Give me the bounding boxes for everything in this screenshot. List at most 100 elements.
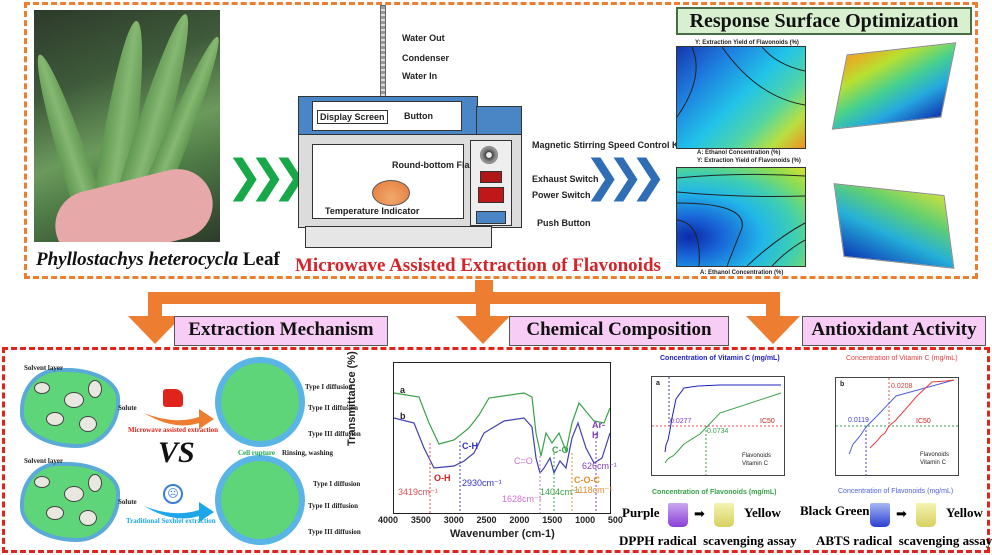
stirring-knob-icon[interactable] [480, 146, 498, 164]
dpph-from-color: Purple [622, 505, 660, 520]
xtick: 3000 [443, 515, 464, 525]
xtick: 2000 [509, 515, 530, 525]
abts-vitc-ic50: 0.0208 [891, 383, 913, 390]
abts-from-color: Black Green [800, 503, 870, 518]
solute-label-2: Solute [118, 498, 137, 506]
abts-to-color: Yellow [946, 505, 983, 520]
peak-oh-wn: 3419cm⁻¹ [398, 487, 438, 497]
dpph-chart: a 0.0277 0.0734 IC50 Flavonoids Vitamin … [651, 376, 785, 476]
round-bottom-flask [372, 180, 410, 206]
surface-plot-time [831, 42, 957, 130]
cell-cross-section-microwave [215, 357, 305, 447]
surface-plot-power [833, 183, 955, 270]
abts-chart: b 0.0119 0.0208 IC50 Flavonoids Vitamin … [835, 377, 959, 476]
contour2-xlabel: A: Ethanol Concentration (%) [700, 270, 784, 276]
water-in-label: Water In [402, 71, 438, 81]
blue-arrow-right-icon [144, 502, 214, 522]
type1-diffusion-label-2: Type I diffusion [313, 480, 361, 488]
ftir-spectrum-chart: a b O-H 3419cm⁻¹ C-H 2930cm⁻¹ C=O 1628cm… [393, 362, 617, 514]
abts-legend-flavonoids: Flavonoids [920, 452, 950, 458]
green-chevron-arrow-icon: ❯❯❯ [226, 151, 309, 202]
water-out-label: Water Out [402, 33, 445, 43]
microwave-extraction-label: Microwave assisted extraction [128, 426, 219, 434]
blue-vial-icon [870, 503, 890, 527]
condenser-tube [380, 5, 386, 97]
section-antioxidant-activity: Antioxidant Activity [802, 316, 986, 346]
abts-xlabel: Concentration of Flavonoids (mg/mL) [838, 488, 954, 495]
arrow-right-icon: ➡ [896, 506, 907, 521]
side-top-panel [476, 106, 522, 136]
cell-rupture-label: Cell rupture [238, 449, 276, 457]
dpph-legend-vitc: Vitamin C [742, 461, 768, 467]
abts-ic50-label: IC50 [916, 418, 931, 425]
top-section-frame [24, 2, 978, 279]
dpph-ic50-label: IC50 [760, 418, 775, 425]
panel-a-label: a [656, 380, 660, 387]
dpph-vitc-ic50: 0.0277 [670, 418, 692, 425]
leaf-photo [34, 10, 220, 242]
contour2-title: Y: Extraction Yield of Flavonoids (%) [697, 158, 801, 164]
orange-arrow-right-icon [144, 409, 214, 429]
display-screen: Display Screen [317, 110, 388, 124]
bottom-section-frame [2, 347, 990, 553]
peak-arh: Ar-H [592, 420, 605, 440]
type3-diffusion-label-2: Type III diffusion [308, 528, 361, 536]
sad-face-icon: ☹ [163, 484, 183, 504]
orange-branch-arrows [128, 280, 800, 344]
dpph-flav-ic50: 0.0734 [707, 428, 729, 435]
abts-x2label: Concentration of Vitamin C (mg/mL) [846, 355, 958, 362]
type2-diffusion-label-1: Type II diffusion [308, 404, 359, 412]
soxhlet-extraction-label: Traditional Soxhlet extraction [126, 517, 216, 525]
xtick: 2500 [476, 515, 497, 525]
type1-diffusion-label-1: Type I diffusion [305, 383, 353, 391]
peak-coc: C-O-C [574, 475, 600, 485]
power-label: Power Switch [532, 190, 591, 200]
vs-label: VS [158, 436, 195, 469]
cell-cross-section-soxhlet [215, 455, 305, 545]
yellow-vial-icon [714, 503, 734, 527]
dpph-x2label: Concentration of Vitamin C (mg/mL) [660, 355, 780, 362]
ftir-xlabel: Wavenumber (cm-1) [450, 528, 555, 540]
peak-co-wn: 1404cm⁻¹ [540, 487, 580, 497]
panel-b-label: b [840, 381, 845, 388]
ftir-xticks: 4000 3500 3000 2500 2000 1500 1000 500 [378, 515, 623, 525]
dpph-to-color: Yellow [744, 505, 781, 520]
solvent-layer-label-1: Solvent layer [24, 364, 64, 372]
abts-flav-ic50: 0.0119 [848, 417, 869, 424]
microwave-base [305, 226, 492, 248]
arrow-right-icon: ➡ [694, 506, 705, 521]
leaf-caption: Phyllostachys heterocycla Leaf [36, 249, 280, 271]
peak-ch-wn: 2930cm⁻¹ [462, 478, 502, 488]
dpph-assay-label: DPPH radical scavenging assay [619, 533, 797, 548]
dpph-legend-flavonoids: Flavonoids [742, 453, 772, 459]
plant-cell-microwave [20, 368, 120, 448]
thumbs-up-icon [163, 389, 183, 407]
mae-title: Microwave Assisted Extraction of Flavono… [295, 255, 661, 276]
exhaust-switch[interactable] [480, 171, 502, 183]
dpph-xlabel: Concentration of Flavonoids (mg/mL) [652, 489, 777, 496]
leaf-word: Leaf [238, 249, 280, 270]
peak-coc-wn: 1118cm⁻¹ [574, 485, 613, 495]
contour-plot-time [676, 46, 806, 149]
temperature-label: Temperature Indicator [325, 206, 420, 216]
peak-arh-wn: 626cm⁻¹ [582, 461, 617, 471]
exhaust-label: Exhaust Switch [532, 174, 599, 184]
plant-cell-soxhlet [20, 462, 120, 542]
peak-c-double-o-wn: 1628cm⁻¹ [502, 494, 542, 504]
abts-assay-label: ABTS radical scavenging assay [816, 533, 992, 548]
button-label: Button [404, 111, 433, 121]
push-button[interactable] [476, 211, 506, 224]
yellow-vial-icon [916, 503, 936, 527]
solute-label-1: Solute [118, 404, 137, 412]
species-name: Phyllostachys heterocycla [36, 249, 239, 270]
rso-title: Response Surface Optimization [676, 7, 972, 35]
xtick: 1500 [542, 515, 563, 525]
peak-ch: C-H [462, 441, 478, 451]
curve-a-label: a [400, 385, 406, 395]
rinsing-label: Rinsing, washing [282, 449, 333, 457]
curve-b-label: b [400, 411, 406, 421]
power-switch[interactable] [478, 187, 504, 203]
blue-chevron-arrow-icon: ❯❯❯ [584, 151, 667, 202]
xtick: 1000 [575, 515, 596, 525]
contour-plot-power [676, 167, 806, 267]
